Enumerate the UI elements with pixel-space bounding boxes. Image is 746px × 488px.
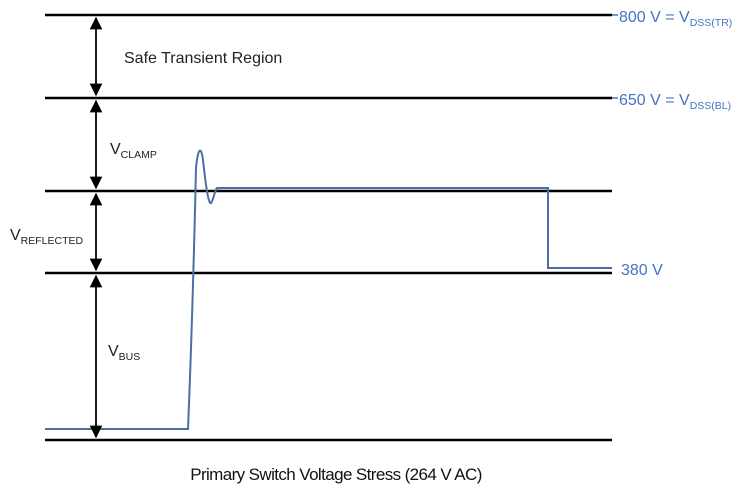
- diagram-caption: Primary Switch Voltage Stress (264 V AC): [190, 465, 482, 484]
- v-clamp-label: VCLAMP: [110, 141, 157, 161]
- level-label-650v: 650 V = VDSS(BL): [619, 92, 731, 112]
- v-bus-label: VBUS: [108, 343, 140, 363]
- switch-voltage-waveform: [45, 149, 612, 430]
- v-reflected-label: VREFLECTED: [10, 227, 84, 247]
- safe-transient-region-label: Safe Transient Region: [124, 50, 282, 67]
- level-label-800v: 800 V = VDSS(TR): [619, 9, 732, 29]
- level-label-380v: 380 V: [621, 262, 663, 279]
